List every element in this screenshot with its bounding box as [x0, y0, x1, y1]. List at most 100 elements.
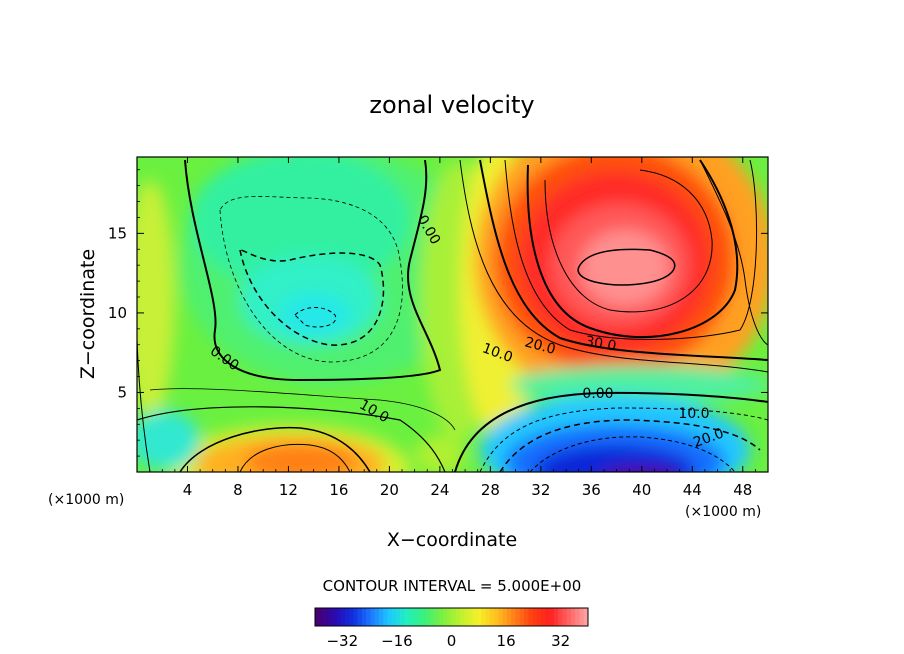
x-tick-label: 40 — [632, 481, 651, 499]
colorbar-cell — [515, 608, 521, 626]
colorbar-cell — [413, 608, 418, 626]
colorbar-cell — [536, 608, 542, 626]
colorbar-cell — [327, 608, 333, 626]
colorbar-cell — [391, 608, 397, 626]
colorbar-cell — [430, 608, 435, 626]
contour-label: 10.0 — [678, 406, 709, 422]
colorbar-cell — [383, 608, 389, 626]
contour-label: 20.0 — [523, 334, 557, 358]
colorbar-cell — [319, 608, 325, 626]
contour-line-11 — [529, 436, 736, 472]
colorbar-cell — [498, 608, 504, 626]
colorbar-cell — [353, 608, 359, 626]
colorbar-cell — [357, 608, 363, 626]
colorbar-cell — [519, 608, 525, 626]
colorbar-cell — [361, 608, 367, 626]
y-axis-label: Z−coordinate — [77, 249, 99, 379]
colorbar-cell — [477, 608, 482, 626]
contour-line-17 — [137, 406, 446, 472]
colorbar-cell — [404, 608, 410, 626]
colorbar-cell — [494, 608, 499, 626]
x-tick-label: 48 — [733, 481, 752, 499]
colorbar-tick-label: 32 — [551, 632, 570, 650]
field-region-15 — [535, 445, 695, 472]
colorbar-cell — [532, 608, 538, 626]
contour-line-4 — [504, 159, 758, 340]
colorbar-tick-label: −32 — [326, 632, 358, 650]
colorbar-cell — [464, 608, 470, 626]
colorbar-cell — [408, 608, 414, 626]
colorbar-cell — [349, 608, 354, 626]
colorbar-cell — [340, 608, 346, 626]
x-tick-label: 44 — [683, 481, 702, 499]
contour-line-6 — [544, 169, 713, 313]
colorbar-cell — [549, 608, 555, 626]
x-tick-label: 20 — [380, 481, 399, 499]
x-tick-label: 12 — [279, 481, 298, 499]
colorbar-cell — [502, 608, 508, 626]
colorbar-cell — [545, 608, 551, 626]
colorbar-cell — [323, 608, 329, 626]
colorbar-cell — [366, 608, 371, 626]
y-tick-label: 5 — [117, 383, 127, 401]
colorbar-cell — [460, 608, 465, 626]
contour-line-13 — [219, 196, 403, 363]
y-tick-label: 15 — [108, 224, 127, 242]
contour-line-19 — [699, 159, 768, 346]
contour-line-12 — [239, 249, 385, 346]
colorbar-cell — [506, 608, 512, 626]
contour-line-7 — [577, 248, 676, 286]
colorbar-cell — [489, 608, 495, 626]
colorbar-tick-label: 16 — [497, 632, 516, 650]
colorbar-cell — [451, 608, 457, 626]
colorbar-cell — [541, 608, 546, 626]
colorbar-cell — [387, 608, 393, 626]
colorbar-cell — [455, 608, 461, 626]
colorbar-tick-label: −16 — [381, 632, 413, 650]
field-region-16 — [605, 466, 675, 472]
colorbar-cell — [378, 608, 384, 626]
colorbar-frame — [314, 607, 589, 627]
colorbar-cell — [528, 608, 534, 626]
contour-interval-text: CONTOUR INTERVAL = 5.000E+00 — [323, 577, 582, 595]
colorbar-cell — [370, 608, 376, 626]
x-axis: 4 8 12 16 20 24 28 32 36 40 44 48 — [149, 157, 756, 499]
colorbar-cell — [374, 608, 380, 626]
y-axis: 5 10 15 — [108, 169, 768, 457]
colorbar-cell — [315, 608, 320, 626]
colorbar-cell — [336, 608, 342, 626]
colorbar-cell — [524, 608, 529, 626]
y-tick-label: 10 — [108, 304, 127, 322]
x-unit-left: (×1000 m) — [48, 492, 124, 508]
x-tick-label: 32 — [531, 481, 550, 499]
contour-label: 0.00 — [582, 386, 613, 402]
colorbar-cell — [566, 608, 572, 626]
x-tick-label: 8 — [233, 481, 243, 499]
contour-line-16 — [239, 443, 351, 472]
field-region-11 — [580, 230, 670, 306]
colorbar-cell — [438, 608, 444, 626]
colorbar: −32 −16 0 16 32 — [314, 607, 589, 650]
contour-lines — [137, 159, 768, 472]
contour-line-10 — [499, 419, 761, 472]
x-axis-label: X−coordinate — [387, 529, 517, 551]
x-unit-right: (×1000 m) — [685, 504, 761, 520]
colorbar-cell — [421, 608, 427, 626]
contour-line-9 — [479, 407, 768, 472]
colorbar-cell — [575, 608, 580, 626]
colorbar-cell — [417, 608, 423, 626]
colorbar-cell — [400, 608, 406, 626]
x-tick-label: 24 — [430, 481, 449, 499]
field-region-20 — [137, 410, 200, 470]
contour-line-0 — [184, 159, 442, 382]
colorbar-cell — [558, 608, 563, 626]
colorbar-tick-label: 0 — [447, 632, 457, 650]
colorbar-cell — [344, 608, 350, 626]
colorbar-cell — [511, 608, 516, 626]
colorbar-cell — [579, 608, 585, 626]
plot-area — [137, 157, 768, 472]
contour-line-2 — [459, 159, 768, 373]
contour-line-15 — [179, 426, 371, 472]
contour-line-18 — [149, 388, 456, 431]
chart-title: zonal velocity — [369, 91, 534, 119]
